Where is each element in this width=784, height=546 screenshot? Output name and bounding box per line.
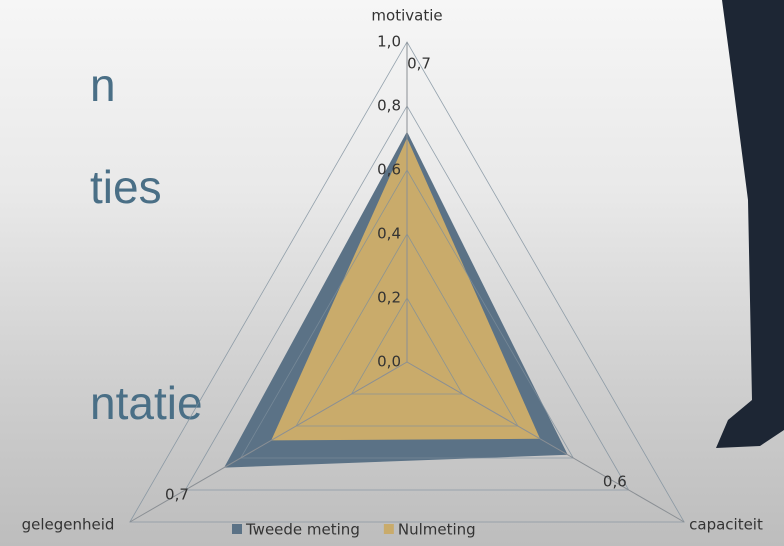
y-tick-label: 0,8 xyxy=(377,97,401,115)
grid-line xyxy=(240,169,574,459)
legend-swatch xyxy=(232,524,242,534)
y-tick-label: 0,4 xyxy=(377,225,401,243)
grid-line xyxy=(129,41,685,523)
y-tick-label: 1,0 xyxy=(377,33,401,51)
slide-text: ties xyxy=(90,161,162,213)
axis-category-label: motivatie xyxy=(371,7,442,25)
legend-label: Tweede meting xyxy=(245,521,360,539)
data-label: 0,7 xyxy=(407,54,431,72)
axis-category-label: capaciteit xyxy=(689,516,763,534)
grid-line xyxy=(350,297,464,395)
slide-text: n xyxy=(90,59,116,111)
data-label: 0,6 xyxy=(603,473,627,491)
data-label: 0,7 xyxy=(165,485,189,503)
y-tick-label: 0,6 xyxy=(377,161,401,179)
axis-spoke xyxy=(129,361,408,523)
y-tick-label: 0,2 xyxy=(377,289,401,307)
y-tick-label: 0,0 xyxy=(377,353,401,371)
radar-area xyxy=(271,138,541,441)
legend-label: Nulmeting xyxy=(398,521,476,539)
axis-category-label: gelegenheid xyxy=(22,516,115,534)
slide-text: ntatie xyxy=(90,377,203,429)
legend-swatch xyxy=(383,524,394,534)
grid-line xyxy=(184,105,630,491)
axis-spoke xyxy=(406,361,685,523)
grid-line xyxy=(295,233,519,427)
person-figure xyxy=(716,0,784,448)
